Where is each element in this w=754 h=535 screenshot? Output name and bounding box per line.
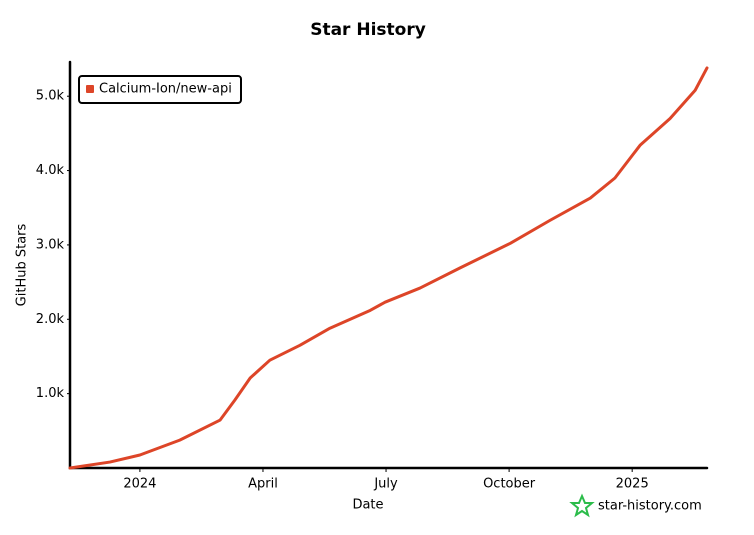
line bbox=[68, 66, 709, 470]
legend-label: Calcium-Ion/new-api bbox=[99, 82, 232, 97]
y-tick-label: 1.0k bbox=[36, 386, 65, 401]
x-tick-label: October bbox=[483, 477, 536, 492]
watermark-icon bbox=[569, 493, 595, 518]
y-tick-label: 4.0k bbox=[36, 163, 65, 178]
legend-box bbox=[78, 75, 242, 104]
y-tick-label: 3.0k bbox=[36, 237, 65, 252]
legend-swatch bbox=[86, 85, 94, 93]
x-tick-label: 2024 bbox=[123, 477, 156, 492]
y-tick-label: 5.0k bbox=[36, 89, 65, 104]
axes bbox=[68, 60, 709, 470]
y-axis-label: GitHub Stars bbox=[15, 223, 30, 306]
x-tick-label: April bbox=[248, 477, 278, 492]
x-tick-label: July bbox=[373, 477, 398, 492]
watermark: star-history.com bbox=[598, 499, 702, 514]
x-axis-label: Date bbox=[352, 498, 383, 513]
x-tick-label: 2025 bbox=[616, 477, 649, 492]
y-tick-label: 2.0k bbox=[36, 312, 65, 327]
chart-title: Star History bbox=[310, 20, 426, 40]
